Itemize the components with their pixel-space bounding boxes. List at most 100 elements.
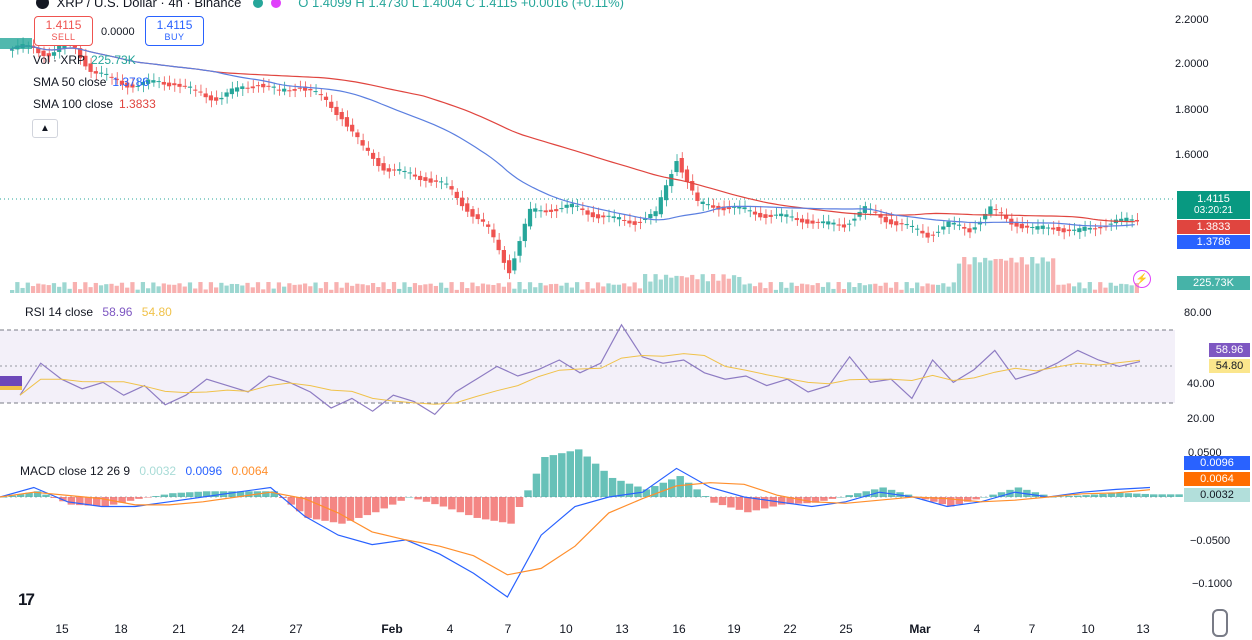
volume-bar: [234, 284, 240, 293]
candle: [428, 178, 433, 183]
legend-sma100[interactable]: SMA 100 close 1.3833: [33, 97, 156, 111]
candle: [972, 227, 977, 230]
volume-bar: [988, 260, 993, 293]
volume-bar: [742, 284, 747, 293]
rsi-ma-line: [19, 353, 1141, 405]
volume-bar: [193, 288, 198, 293]
candle: [894, 221, 899, 226]
candle: [51, 52, 57, 56]
candle: [449, 186, 454, 190]
candle: [187, 86, 193, 88]
candle: [988, 206, 993, 215]
symbol-title[interactable]: XRP / U.S. Dollar · 4h · Binance: [56, 0, 242, 10]
candle: [172, 83, 177, 86]
volume-bar: [255, 282, 261, 293]
volume-bar: [789, 282, 794, 293]
candle: [407, 172, 412, 174]
time-axis-label: 13: [615, 622, 629, 636]
volume-bar: [763, 288, 768, 293]
candle: [768, 214, 773, 217]
time-axis-label: 21: [172, 622, 186, 636]
volume-bar: [925, 283, 930, 293]
candle: [41, 50, 46, 57]
volume-bar: [30, 286, 36, 293]
rsi-title[interactable]: RSI 14 close 58.96 54.80: [25, 305, 172, 319]
macd-title[interactable]: MACD close 12 26 9 0.0032 0.0096 0.0064: [20, 464, 269, 478]
volume-bar: [20, 287, 25, 293]
candle: [595, 214, 601, 219]
buy-button[interactable]: 1.4115 BUY: [145, 16, 204, 46]
tradingview-logo-icon[interactable]: 17: [18, 590, 35, 609]
macd-histogram-bar: [312, 497, 321, 520]
volume-bar: [344, 282, 350, 293]
candle: [486, 224, 491, 227]
macd-histogram-bar: [938, 497, 947, 505]
macd-histogram-bar: [33, 491, 42, 497]
volume-bar: [25, 282, 30, 293]
volume-bar: [815, 283, 820, 293]
volume-bar: [1019, 257, 1024, 293]
candle: [747, 210, 752, 212]
macd-histogram-bar: [1090, 494, 1099, 497]
candle: [820, 221, 826, 224]
volume-bar: [1082, 288, 1087, 293]
volume-bar: [747, 283, 752, 293]
macd-histogram-bar: [735, 497, 744, 510]
volume-bar: [62, 282, 67, 293]
volume-bar: [951, 282, 956, 293]
volume-bar: [967, 264, 972, 293]
macd-histogram-bar: [346, 497, 355, 521]
candle: [1092, 228, 1098, 230]
candle: [533, 208, 538, 212]
volume-bar: [941, 283, 946, 293]
macd-histogram-bar: [211, 491, 219, 497]
volume-bar: [198, 282, 203, 293]
candle: [946, 221, 951, 227]
settings-icon[interactable]: [1212, 609, 1228, 637]
macd-histogram-bar: [608, 477, 617, 497]
candle: [10, 49, 15, 51]
volume-bar: [977, 262, 983, 293]
lightning-icon[interactable]: ⚡: [1133, 270, 1151, 288]
candle: [402, 170, 407, 173]
macd-histogram-bar: [777, 497, 786, 505]
volume-bar: [245, 282, 250, 293]
candle: [308, 89, 313, 91]
macd-histogram-bar: [397, 497, 405, 501]
volume-bar: [282, 286, 287, 293]
volume-bar: [501, 286, 506, 293]
volume-bar: [41, 284, 46, 293]
volume-bar: [355, 283, 360, 293]
legend-sma50[interactable]: SMA 50 close 1.3786: [33, 75, 150, 89]
volume-bar: [559, 285, 564, 293]
volume-bar: [522, 289, 527, 293]
candle: [292, 89, 297, 91]
volume-bar: [323, 282, 329, 293]
sma100-line: [9, 45, 1135, 223]
volume-bar: [1030, 257, 1035, 293]
candle: [794, 218, 799, 221]
candle: [98, 72, 104, 74]
volume-bar: [339, 287, 344, 293]
sell-button[interactable]: 1.4115 SELL: [34, 16, 93, 46]
candle: [36, 48, 41, 54]
volume-bar: [580, 289, 585, 293]
candle: [334, 106, 339, 116]
last-price-tag: 1.4115 03:20:21: [1177, 191, 1250, 219]
legend-volume[interactable]: Vol · XRP 225.73K: [33, 53, 136, 67]
candle: [805, 219, 810, 224]
macd-histogram-bar: [659, 482, 668, 497]
candle: [1098, 227, 1103, 229]
candle: [109, 76, 114, 78]
volume-bar: [67, 288, 72, 293]
candle: [386, 168, 391, 172]
macd-histogram-bar: [194, 491, 202, 497]
macd-histogram-bar: [473, 497, 481, 518]
price-axis-label: 1.8000: [1175, 104, 1209, 116]
collapse-legend-button[interactable]: ▲: [32, 119, 58, 138]
candle: [920, 230, 925, 234]
candle: [350, 124, 355, 132]
symbol-logo-icon[interactable]: [36, 0, 49, 9]
candle: [339, 112, 344, 120]
